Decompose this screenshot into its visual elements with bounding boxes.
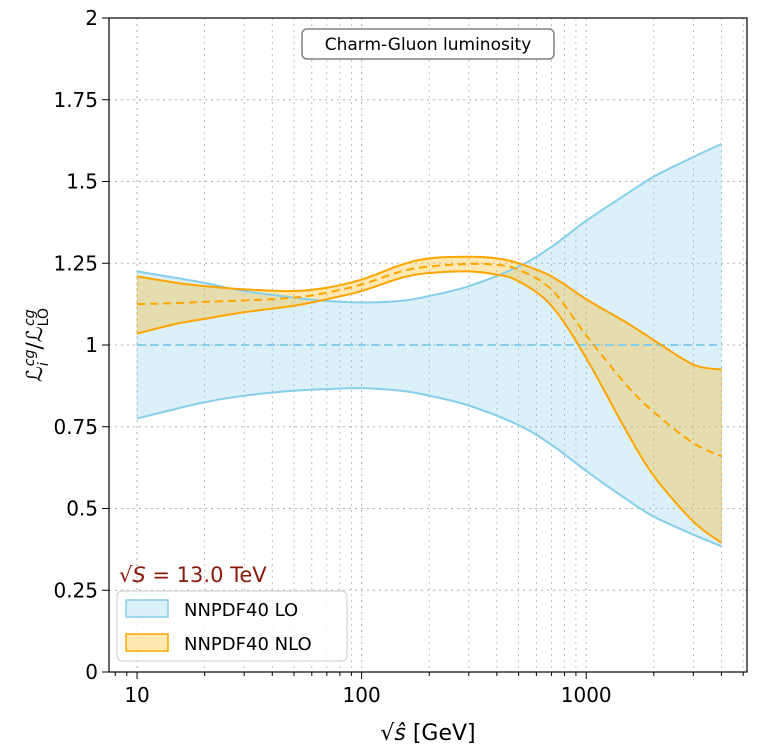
y-tick-label: 0.75 [53,415,98,439]
series-lines [136,142,723,548]
energy-sqrt-sign: √ [119,563,133,587]
y-tick-label: 0.25 [53,578,98,602]
x-axis-sqrt-sign: √ [380,721,395,746]
y-label-numerator: ℒ [23,366,48,382]
upper-line-nlo [136,255,722,371]
y-label-sub-lo: LO [36,308,52,326]
y-label-sub-i: i [36,362,52,366]
y-tick-label: 0 [85,660,98,684]
lower-line-lo [136,387,722,548]
energy-symbol: S [132,563,145,587]
energy-value: = 13.0 TeV [146,563,268,587]
y-tick-label: 1.5 [66,170,98,194]
legend-swatch-nlo [125,633,169,652]
y-tick-label: 2 [85,6,98,30]
title-box: Charm-Gluon luminosity [301,28,555,60]
y-label-slash: / [23,342,48,350]
svg-text:ℒicg/ℒLOcg: ℒicg/ℒLOcg [22,308,52,382]
y-tick-label: 0.5 [66,497,98,521]
y-axis-label: ℒicg/ℒLOcg [22,308,52,382]
ticks: 10 100 1000 0 0.25 0.5 0.75 1 1.25 1.5 1.75 2 [53,6,744,707]
band-nlo [137,256,722,543]
x-tick-label: 100 [343,683,381,707]
y-tick-label: 1 [85,333,98,357]
x-tick-label: 1000 [561,683,612,707]
lower-line-nlo [136,270,723,544]
x-axis-label: √ŝ [GeV] [380,721,475,746]
legend-label-nlo: NNPDF40 NLO [184,634,312,655]
y-tick-label: 1.75 [53,88,98,112]
legend-frame [116,590,348,662]
energy-annotation: √S = 13.0 TeV [119,563,267,587]
y-label-sup-den: cg [22,309,38,326]
legend-swatch-lo [125,599,169,618]
x-axis-unit: [GeV] [406,721,476,746]
y-label-denominator: ℒ [23,326,48,342]
legend-label-lo: NNPDF40 LO [184,600,298,621]
central-line-nlo [137,262,722,458]
x-axis-variable: ŝ [394,721,405,746]
chart-title: Charm-Gluon luminosity [325,35,532,55]
x-tick-label: 10 [124,683,149,707]
legend: NNPDF40 LO NNPDF40 NLO [116,590,348,662]
y-tick-label: 1.25 [53,251,98,275]
y-label-sup-num: cg [22,350,38,367]
